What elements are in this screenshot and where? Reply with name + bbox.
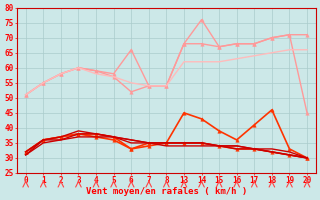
X-axis label: Vent moyen/en rafales ( km/h ): Vent moyen/en rafales ( km/h ) <box>86 187 247 196</box>
